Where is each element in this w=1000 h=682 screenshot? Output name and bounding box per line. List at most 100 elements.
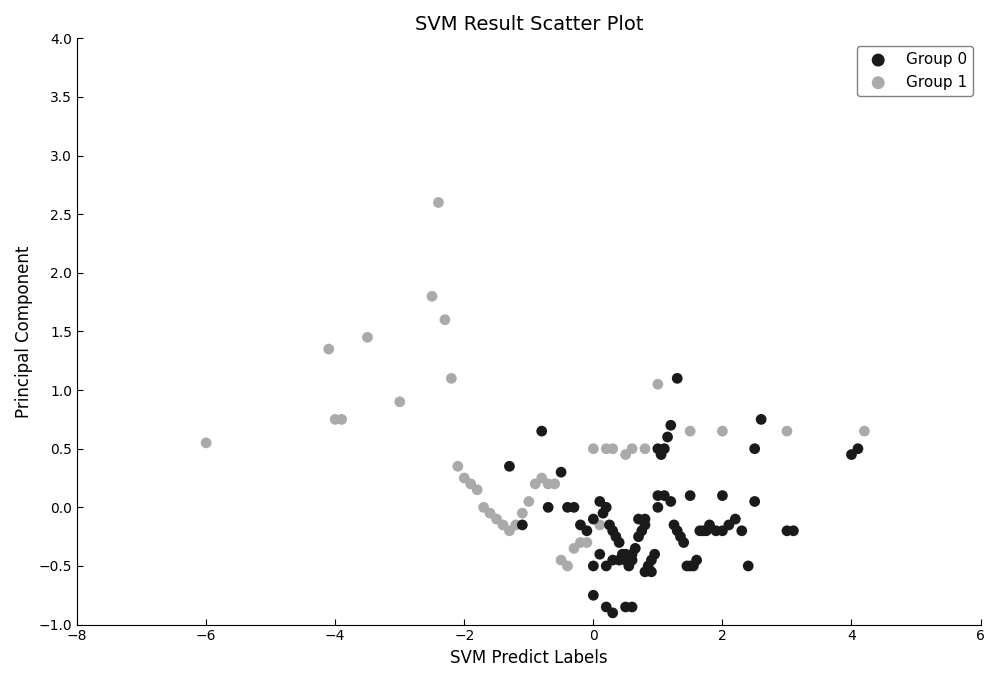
Group 0: [692, 525, 708, 536]
Group 0: [553, 466, 569, 477]
Group 1: [359, 332, 375, 343]
Group 0: [585, 590, 601, 601]
Group 1: [514, 507, 530, 518]
Group 1: [527, 479, 543, 490]
Group 0: [579, 525, 595, 536]
Group 1: [592, 520, 608, 531]
Group 0: [843, 449, 859, 460]
Group 0: [592, 549, 608, 560]
Group 0: [689, 554, 705, 565]
Group 1: [682, 426, 698, 436]
Group 1: [618, 449, 634, 460]
Group 0: [572, 520, 588, 531]
Group 1: [534, 473, 550, 484]
Group 1: [501, 525, 517, 536]
Group 0: [501, 461, 517, 472]
Group 0: [605, 525, 621, 536]
Title: SVM Result Scatter Plot: SVM Result Scatter Plot: [415, 15, 643, 34]
Group 1: [624, 443, 640, 454]
Group 0: [740, 561, 756, 572]
Group 0: [747, 443, 763, 454]
Group 0: [650, 443, 666, 454]
Group 0: [666, 520, 682, 531]
Group 1: [450, 461, 466, 472]
Legend: Group 0, Group 1: Group 0, Group 1: [857, 46, 973, 96]
Group 1: [579, 537, 595, 548]
Group 1: [560, 561, 576, 572]
Group 0: [598, 602, 614, 612]
Group 1: [547, 479, 563, 490]
Group 1: [605, 443, 621, 454]
X-axis label: SVM Predict Labels: SVM Predict Labels: [450, 649, 608, 667]
Group 1: [566, 543, 582, 554]
Group 0: [660, 432, 676, 443]
Group 1: [469, 484, 485, 495]
Group 1: [463, 479, 479, 490]
Group 0: [679, 561, 695, 572]
Group 0: [631, 531, 647, 542]
Group 1: [495, 520, 511, 531]
Group 0: [608, 531, 624, 542]
Group 1: [521, 496, 537, 507]
Group 0: [663, 420, 679, 431]
Group 0: [624, 549, 640, 560]
Group 0: [714, 525, 730, 536]
Group 1: [482, 507, 498, 518]
Group 0: [566, 502, 582, 513]
Group 0: [650, 490, 666, 501]
Group 0: [779, 525, 795, 536]
Group 0: [624, 602, 640, 612]
Group 1: [540, 479, 556, 490]
Group 0: [514, 520, 530, 531]
Group 0: [747, 496, 763, 507]
Group 0: [669, 525, 685, 536]
Y-axis label: Principal Component: Principal Component: [15, 246, 33, 417]
Group 0: [640, 561, 656, 572]
Group 0: [685, 561, 701, 572]
Group 0: [611, 554, 627, 565]
Group 0: [601, 520, 617, 531]
Group 1: [553, 554, 569, 565]
Group 0: [611, 537, 627, 548]
Group 1: [508, 520, 524, 531]
Group 0: [627, 543, 643, 554]
Group 0: [585, 561, 601, 572]
Group 1: [598, 443, 614, 454]
Group 1: [650, 379, 666, 389]
Group 0: [669, 373, 685, 384]
Group 0: [676, 537, 692, 548]
Group 1: [424, 291, 440, 301]
Group 1: [585, 443, 601, 454]
Group 0: [637, 566, 653, 577]
Group 0: [540, 502, 556, 513]
Group 1: [334, 414, 350, 425]
Group 0: [663, 496, 679, 507]
Group 0: [631, 514, 647, 524]
Group 0: [653, 449, 669, 460]
Group 0: [672, 531, 688, 542]
Group 0: [682, 561, 698, 572]
Group 1: [637, 443, 653, 454]
Group 0: [682, 490, 698, 501]
Group 1: [430, 197, 446, 208]
Group 0: [624, 554, 640, 565]
Group 0: [621, 561, 637, 572]
Group 0: [734, 525, 750, 536]
Group 1: [489, 514, 505, 524]
Group 0: [605, 608, 621, 619]
Group 0: [656, 490, 672, 501]
Group 0: [643, 566, 659, 577]
Group 1: [327, 414, 343, 425]
Group 1: [476, 502, 492, 513]
Group 0: [702, 520, 718, 531]
Group 0: [714, 490, 730, 501]
Group 0: [605, 554, 621, 565]
Group 0: [534, 426, 550, 436]
Group 0: [698, 525, 714, 536]
Group 0: [598, 561, 614, 572]
Group 0: [643, 554, 659, 565]
Group 0: [618, 602, 634, 612]
Group 1: [779, 426, 795, 436]
Group 0: [592, 496, 608, 507]
Group 0: [785, 525, 801, 536]
